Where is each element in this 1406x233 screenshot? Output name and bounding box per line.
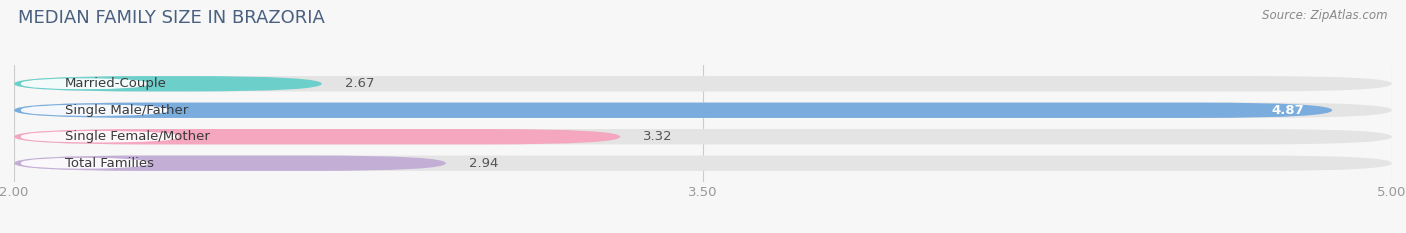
Text: 4.87: 4.87 [1272,104,1305,117]
FancyBboxPatch shape [21,104,169,116]
FancyBboxPatch shape [14,129,620,144]
FancyBboxPatch shape [14,76,1392,92]
FancyBboxPatch shape [21,157,148,169]
FancyBboxPatch shape [21,78,148,90]
Text: Source: ZipAtlas.com: Source: ZipAtlas.com [1263,9,1388,22]
Text: Single Female/Mother: Single Female/Mother [65,130,209,143]
FancyBboxPatch shape [14,103,1333,118]
Text: 3.32: 3.32 [644,130,673,143]
Text: Total Families: Total Families [65,157,153,170]
Text: Married-Couple: Married-Couple [65,77,166,90]
Text: 2.67: 2.67 [344,77,374,90]
FancyBboxPatch shape [14,129,1392,144]
FancyBboxPatch shape [14,103,1392,118]
FancyBboxPatch shape [14,156,446,171]
Text: 2.94: 2.94 [468,157,498,170]
FancyBboxPatch shape [14,156,1392,171]
FancyBboxPatch shape [21,131,179,143]
Text: MEDIAN FAMILY SIZE IN BRAZORIA: MEDIAN FAMILY SIZE IN BRAZORIA [18,9,325,27]
FancyBboxPatch shape [14,76,322,92]
Text: Single Male/Father: Single Male/Father [65,104,188,117]
